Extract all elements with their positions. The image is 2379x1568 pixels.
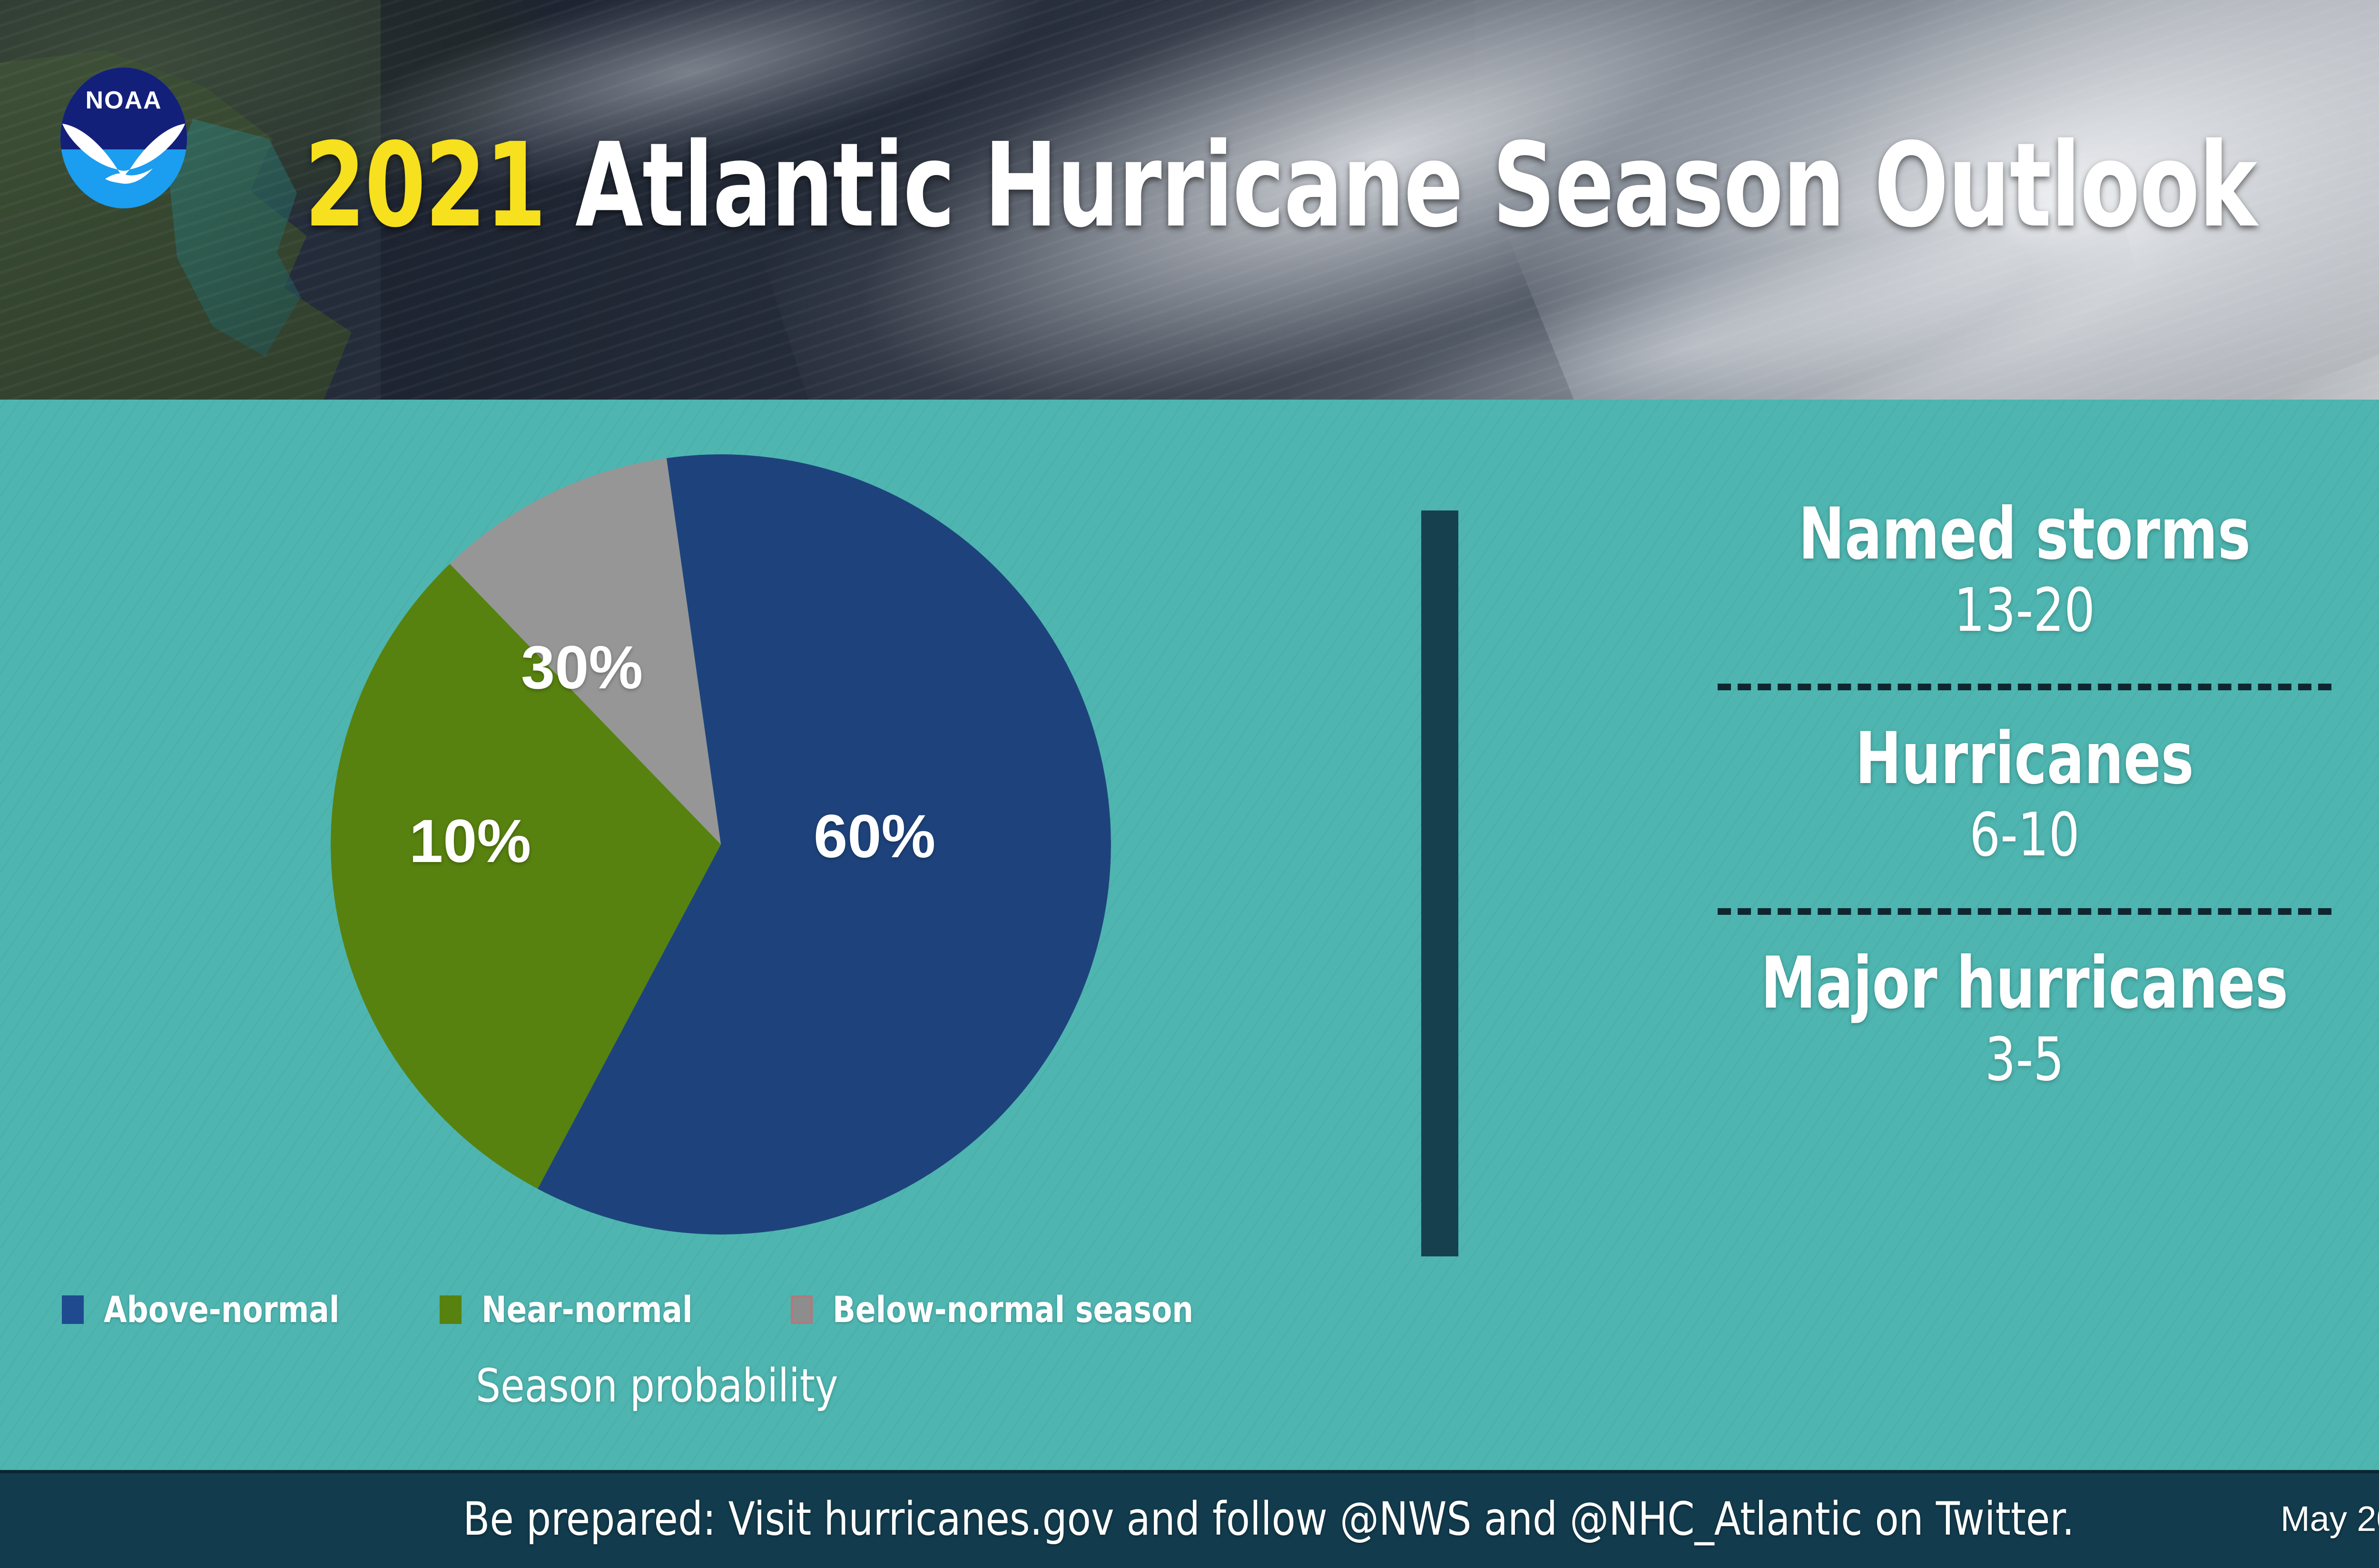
pie-value-label-above-normal: 60% [814, 803, 936, 871]
noaa-logo-label: NOAA [85, 87, 162, 114]
legend-swatch-near-normal [440, 1295, 462, 1324]
title-text: Atlantic Hurricane Season Outlook [545, 118, 2257, 253]
legend-swatch-below-normal [791, 1295, 813, 1324]
pie-slice-above-normal [538, 454, 1111, 1235]
stat-label-hurricanes: Hurricanes [1855, 717, 2194, 800]
footer-bar: Be prepared: Visit hurricanes.gov and fo… [0, 1470, 2379, 1568]
chart-legend: Above-normal Near-normal Below-normal se… [62, 1292, 1225, 1328]
stat-value-major-hurricanes: 3-5 [1985, 1024, 2064, 1094]
satellite-texture [0, 0, 2379, 400]
legend-item-above-normal: Above-normal [62, 1292, 360, 1328]
pie-graphic [331, 454, 1111, 1235]
legend-item-near-normal: Near-normal [440, 1292, 711, 1328]
stat-named-storms: Named storms 13-20 [1589, 497, 2379, 649]
stat-label-named-storms: Named storms [1798, 493, 2251, 576]
stat-divider-1 [1718, 683, 2331, 690]
stat-divider-2 [1718, 908, 2331, 915]
stat-value-named-storms: 13-20 [1954, 575, 2095, 645]
stat-label-major-hurricanes: Major hurricanes [1760, 941, 2289, 1025]
footer-top-rule [0, 1470, 2379, 1473]
noaa-logo-icon: NOAA [59, 67, 188, 209]
title-year: 2021 [305, 118, 546, 253]
legend-label-near-normal: Near-normal [482, 1288, 693, 1331]
stat-hurricanes: Hurricanes 6-10 [1589, 722, 2379, 874]
forecast-stats-panel: Named storms 13-20 Hurricanes 6-10 Major… [1589, 497, 2379, 1098]
legend-item-below-normal: Below-normal season [791, 1292, 1225, 1328]
legend-swatch-above-normal [62, 1295, 84, 1324]
legend-label-above-normal: Above-normal [104, 1288, 340, 1331]
footer-message-text: Be prepared: Visit hurricanes.gov and fo… [463, 1492, 2074, 1546]
season-probability-pie-chart: 60% 30% 10% [331, 454, 1111, 1235]
main-content-area: 60% 30% 10% Above-normal Near-normal Bel… [0, 400, 2379, 1470]
stat-value-hurricanes: 6-10 [1969, 799, 2080, 870]
stat-major-hurricanes: Major hurricanes 3-5 [1589, 946, 2379, 1098]
chart-caption: Season probability [476, 1359, 838, 1412]
header-banner: NOAA 2021 Atlantic Hurricane Season Outl… [0, 0, 2379, 400]
legend-label-below-normal: Below-normal season [833, 1288, 1194, 1331]
pie-value-label-near-normal: 30% [521, 634, 643, 702]
pie-slice-near-normal [331, 564, 721, 1189]
vertical-divider [1421, 510, 1458, 1256]
pie-value-label-below-normal: 10% [409, 807, 531, 875]
footer-message: Be prepared: Visit hurricanes.gov and fo… [0, 1470, 2379, 1568]
footer-date: May 2021 [2281, 1499, 2379, 1539]
page-title: 2021 Atlantic Hurricane Season Outlook [305, 127, 2257, 244]
pie-slice-below-normal [450, 458, 721, 844]
